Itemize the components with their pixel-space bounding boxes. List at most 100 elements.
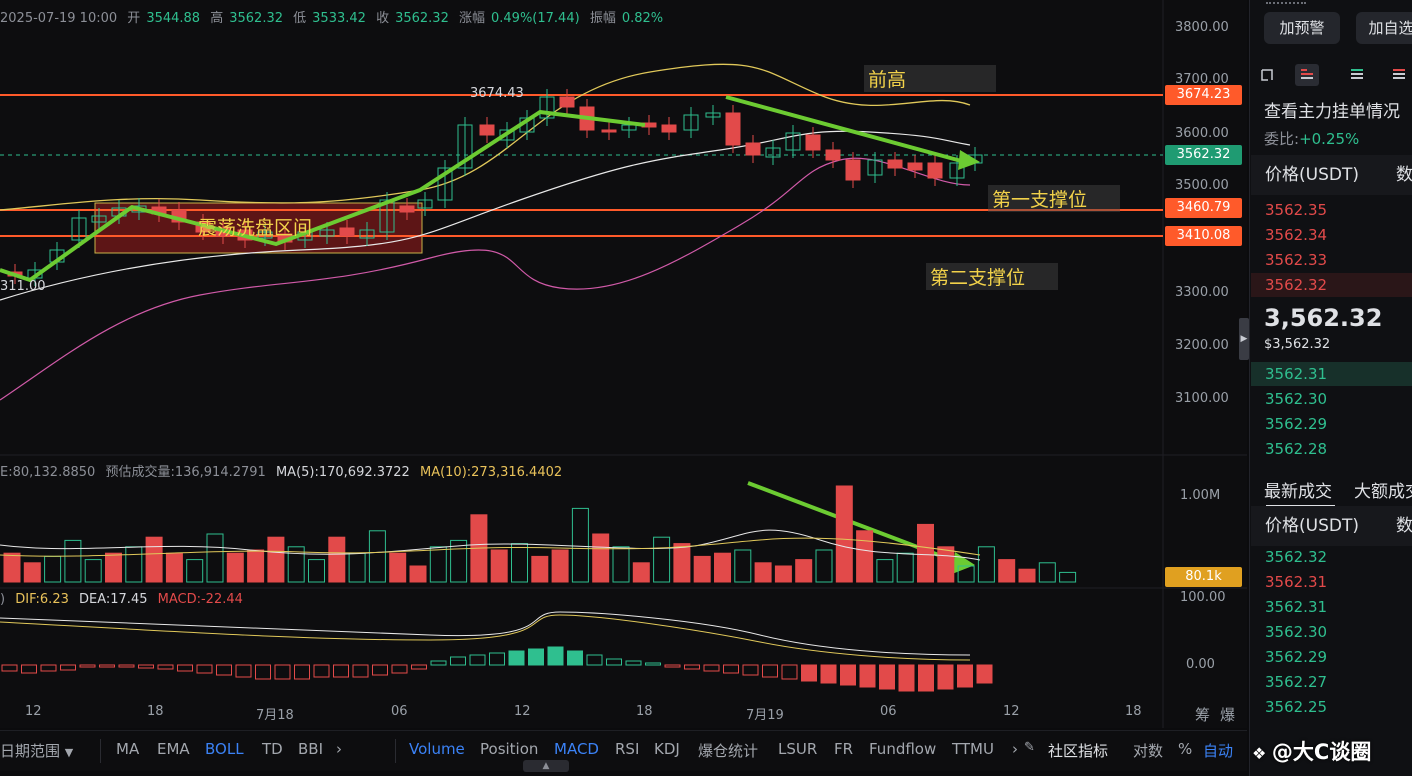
auto-scale-toggle[interactable]: 自动 [1203, 742, 1234, 760]
community-indicators[interactable]: 社区指标 [1048, 742, 1109, 760]
tool-td[interactable]: TD [262, 740, 283, 758]
bid-row[interactable]: 3562.30 [1265, 390, 1328, 408]
ind-lsur[interactable]: LSUR [778, 740, 818, 758]
chevron-down-icon: ▼ [64, 746, 74, 759]
ind-position[interactable]: Position [480, 740, 539, 758]
tool-ema[interactable]: EMA [157, 740, 190, 758]
macd-bar [255, 664, 271, 680]
boll-upper-line [0, 63, 971, 211]
ask-row[interactable]: 3562.34 [1265, 226, 1328, 244]
log-scale-toggle[interactable]: 对数 [1133, 742, 1164, 760]
date-range-dropdown[interactable]: 日期范围 ▼ [0, 740, 73, 761]
volume-bar [105, 552, 122, 583]
chevron-right-icon[interactable]: › [1012, 740, 1018, 758]
volume-bar [957, 565, 975, 583]
price-axis-label: 3200.00 [1175, 338, 1229, 353]
ind-rsi[interactable]: RSI [615, 740, 640, 758]
volume-bar [774, 565, 792, 583]
support2-annotation: 第二支撑位 [926, 263, 1058, 290]
tab-large-trades[interactable]: 大额成交 [1354, 482, 1412, 502]
candle-body [91, 215, 107, 223]
ratio-label: 委比: [1264, 130, 1300, 148]
volume-ma10-line [0, 537, 981, 557]
edit-icon[interactable]: ✎ [1024, 740, 1035, 755]
orderbook-layout-icon[interactable] [1256, 64, 1280, 86]
ind-kdj[interactable]: KDJ [654, 740, 680, 758]
volume-bar [64, 539, 82, 583]
volume-bar [348, 552, 366, 583]
chart-canvas[interactable] [0, 0, 1247, 728]
chevron-right-icon[interactable]: › [336, 740, 342, 758]
open-value: 3544.88 [146, 11, 201, 26]
tab-latest-trades[interactable]: 最新成交 [1264, 482, 1332, 502]
ask-row[interactable]: 3562.32 [1251, 273, 1412, 297]
macd-bar [547, 646, 564, 666]
ask-row[interactable]: 3562.33 [1265, 251, 1328, 269]
panel-collapse-handle[interactable]: ▶ [1239, 318, 1249, 360]
candle-body [457, 124, 473, 169]
volume-bar [754, 562, 772, 583]
candle-body [765, 147, 781, 158]
macd-dif-line [0, 614, 971, 661]
trade-row: 3562.32 [1265, 548, 1328, 566]
bid-row[interactable]: 3562.31 [1251, 362, 1412, 386]
orderbook-title[interactable]: 查看主力挂单情况 [1264, 102, 1400, 122]
volume-bar [977, 546, 995, 583]
chart-area[interactable]: 2025-07-19 10:00 开 3544.88 高 3562.32 低 3533… [0, 0, 1247, 728]
watermark-icon: ❖ [1252, 744, 1272, 763]
trend-line-up [0, 110, 646, 282]
ind-fr[interactable]: FR [834, 740, 854, 758]
volume-bar [612, 546, 630, 583]
volume-bar [551, 549, 569, 583]
ind-macd[interactable]: MACD [554, 740, 599, 758]
liquidation-button[interactable]: 爆 [1220, 706, 1236, 724]
percent-toggle[interactable]: % [1178, 740, 1193, 758]
ind-ttmu[interactable]: TTMU [952, 740, 994, 758]
trade-row: 3562.31 [1265, 573, 1328, 591]
price-axis-label: 3300.00 [1175, 285, 1229, 300]
volume-header: E:80,132.8850 预估成交量:136,914.2791 MA(5):1… [0, 461, 568, 480]
candle-body [683, 114, 699, 131]
ask-row[interactable]: 3562.35 [1265, 201, 1328, 219]
bid-row[interactable]: 3562.28 [1265, 440, 1328, 458]
low-label: 低 [293, 11, 307, 26]
price-tag-high: 3674.23 [1165, 85, 1242, 105]
close-value: 3562.32 [395, 11, 449, 26]
low-price-label: 311.00 [0, 279, 46, 294]
ind-volume[interactable]: Volume [409, 740, 465, 758]
candle-body [907, 162, 923, 171]
macd-bar [664, 664, 681, 668]
volume-bar [1018, 568, 1036, 583]
boll-middle-line [0, 130, 971, 301]
macd-bar [138, 664, 154, 669]
add-alert-button[interactable]: 加预警 [1264, 12, 1340, 44]
orderbook-bids-icon[interactable] [1345, 64, 1369, 86]
volume-bar [186, 559, 204, 583]
open-label: 开 [127, 11, 141, 26]
volume-bar [44, 555, 62, 583]
volume-bar [247, 549, 265, 583]
collapse-handle[interactable]: ▲ [523, 760, 569, 772]
time-axis-label: 06 [391, 704, 408, 719]
macd-bar [391, 664, 408, 674]
date-range-label: 日期范围 [0, 742, 61, 760]
macd-bar [196, 664, 213, 674]
add-watchlist-button[interactable]: 加自选 [1356, 12, 1412, 44]
candle-body [661, 124, 677, 133]
orderbook-both-icon[interactable] [1295, 64, 1319, 86]
time-axis-label: 18 [636, 704, 653, 719]
watermark: ❖ @大C谈圈 [1252, 736, 1371, 766]
divider [100, 739, 101, 763]
bid-row[interactable]: 3562.29 [1265, 415, 1328, 433]
macd-dea-line [0, 611, 971, 656]
volume-bar [876, 559, 894, 583]
tool-bbi[interactable]: BBI [298, 740, 324, 758]
time-axis-label: 12 [514, 704, 531, 719]
ind-fundflow[interactable]: Fundflow [869, 740, 937, 758]
tool-ma[interactable]: MA [116, 740, 140, 758]
time-axis-label: 18 [147, 704, 164, 719]
tool-boll[interactable]: BOLL [205, 740, 244, 758]
ind-liquidation[interactable]: 爆仓统计 [698, 742, 759, 760]
orderbook-asks-icon[interactable] [1387, 64, 1411, 86]
chip-distribution-button[interactable]: 筹 [1195, 706, 1211, 724]
